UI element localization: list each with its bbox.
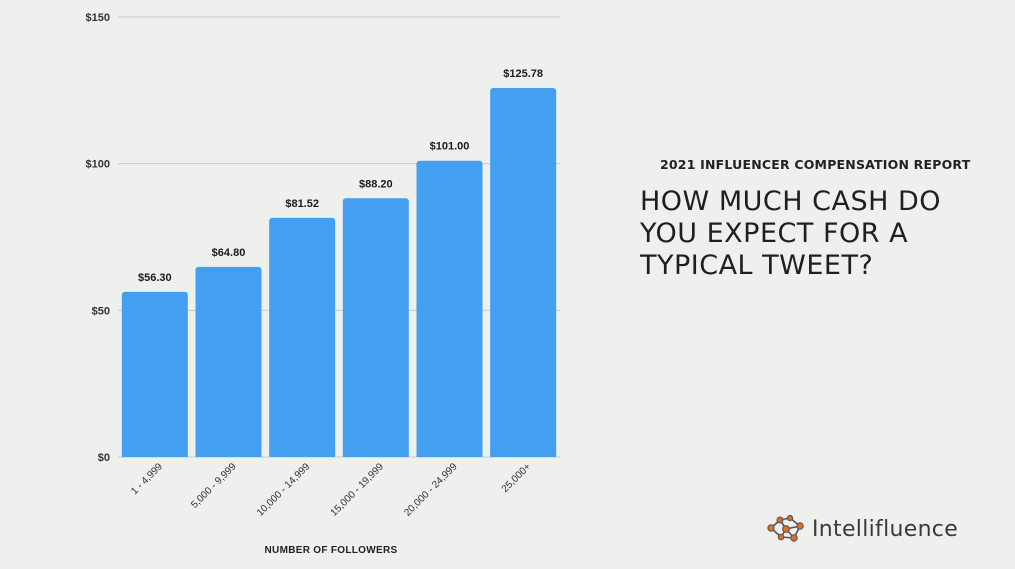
bar	[416, 160, 483, 457]
bar-chart: $0 $50 $100 $150 $56.30 1 - 4,999 $64.80 5,000 …	[86, 12, 560, 556]
y-tick-label: $150	[86, 12, 110, 24]
data-label: $64.80	[212, 247, 246, 259]
x-tick-label: 10,000 - 14,999	[255, 461, 313, 519]
bar-base	[195, 453, 262, 457]
bar	[342, 198, 409, 457]
bar	[195, 266, 262, 457]
y-tick-label: $0	[98, 452, 110, 464]
report-subtitle: 2021 INFLUENCER COMPENSATION REPORT	[660, 157, 971, 172]
data-label: $125.78	[503, 68, 543, 80]
network-nodes-icon	[767, 514, 804, 542]
x-axis-title: NUMBER OF FOLLOWERS	[265, 545, 398, 556]
bar-base	[342, 453, 409, 457]
brand-logo: Intellifluence	[766, 514, 958, 544]
y-tick-label: $50	[92, 305, 110, 317]
data-label: $88.20	[359, 178, 393, 190]
data-label: $56.30	[138, 272, 172, 284]
x-tick-label: 25,000+	[500, 461, 534, 495]
bar-base	[269, 453, 336, 457]
bar-base	[416, 453, 483, 457]
data-label: $101.00	[430, 141, 470, 153]
y-tick-label: $100	[86, 159, 110, 171]
report-title: HOW MUCH CASH DO YOU EXPECT FOR A TYPICA…	[640, 186, 942, 281]
x-tick-label: 5,000 - 9,999	[189, 461, 239, 511]
bar	[269, 217, 336, 457]
x-tick-label: 1 - 4,999	[129, 461, 165, 497]
data-label: $81.52	[285, 198, 319, 210]
bar	[490, 88, 557, 457]
x-tick-label: 20,000 - 24,999	[402, 461, 460, 519]
x-tick-label: 15,000 - 19,999	[329, 461, 387, 519]
bar	[121, 291, 188, 457]
brand-name: Intellifluence	[812, 516, 959, 542]
bar-base	[490, 453, 557, 457]
bar-base	[121, 453, 188, 457]
